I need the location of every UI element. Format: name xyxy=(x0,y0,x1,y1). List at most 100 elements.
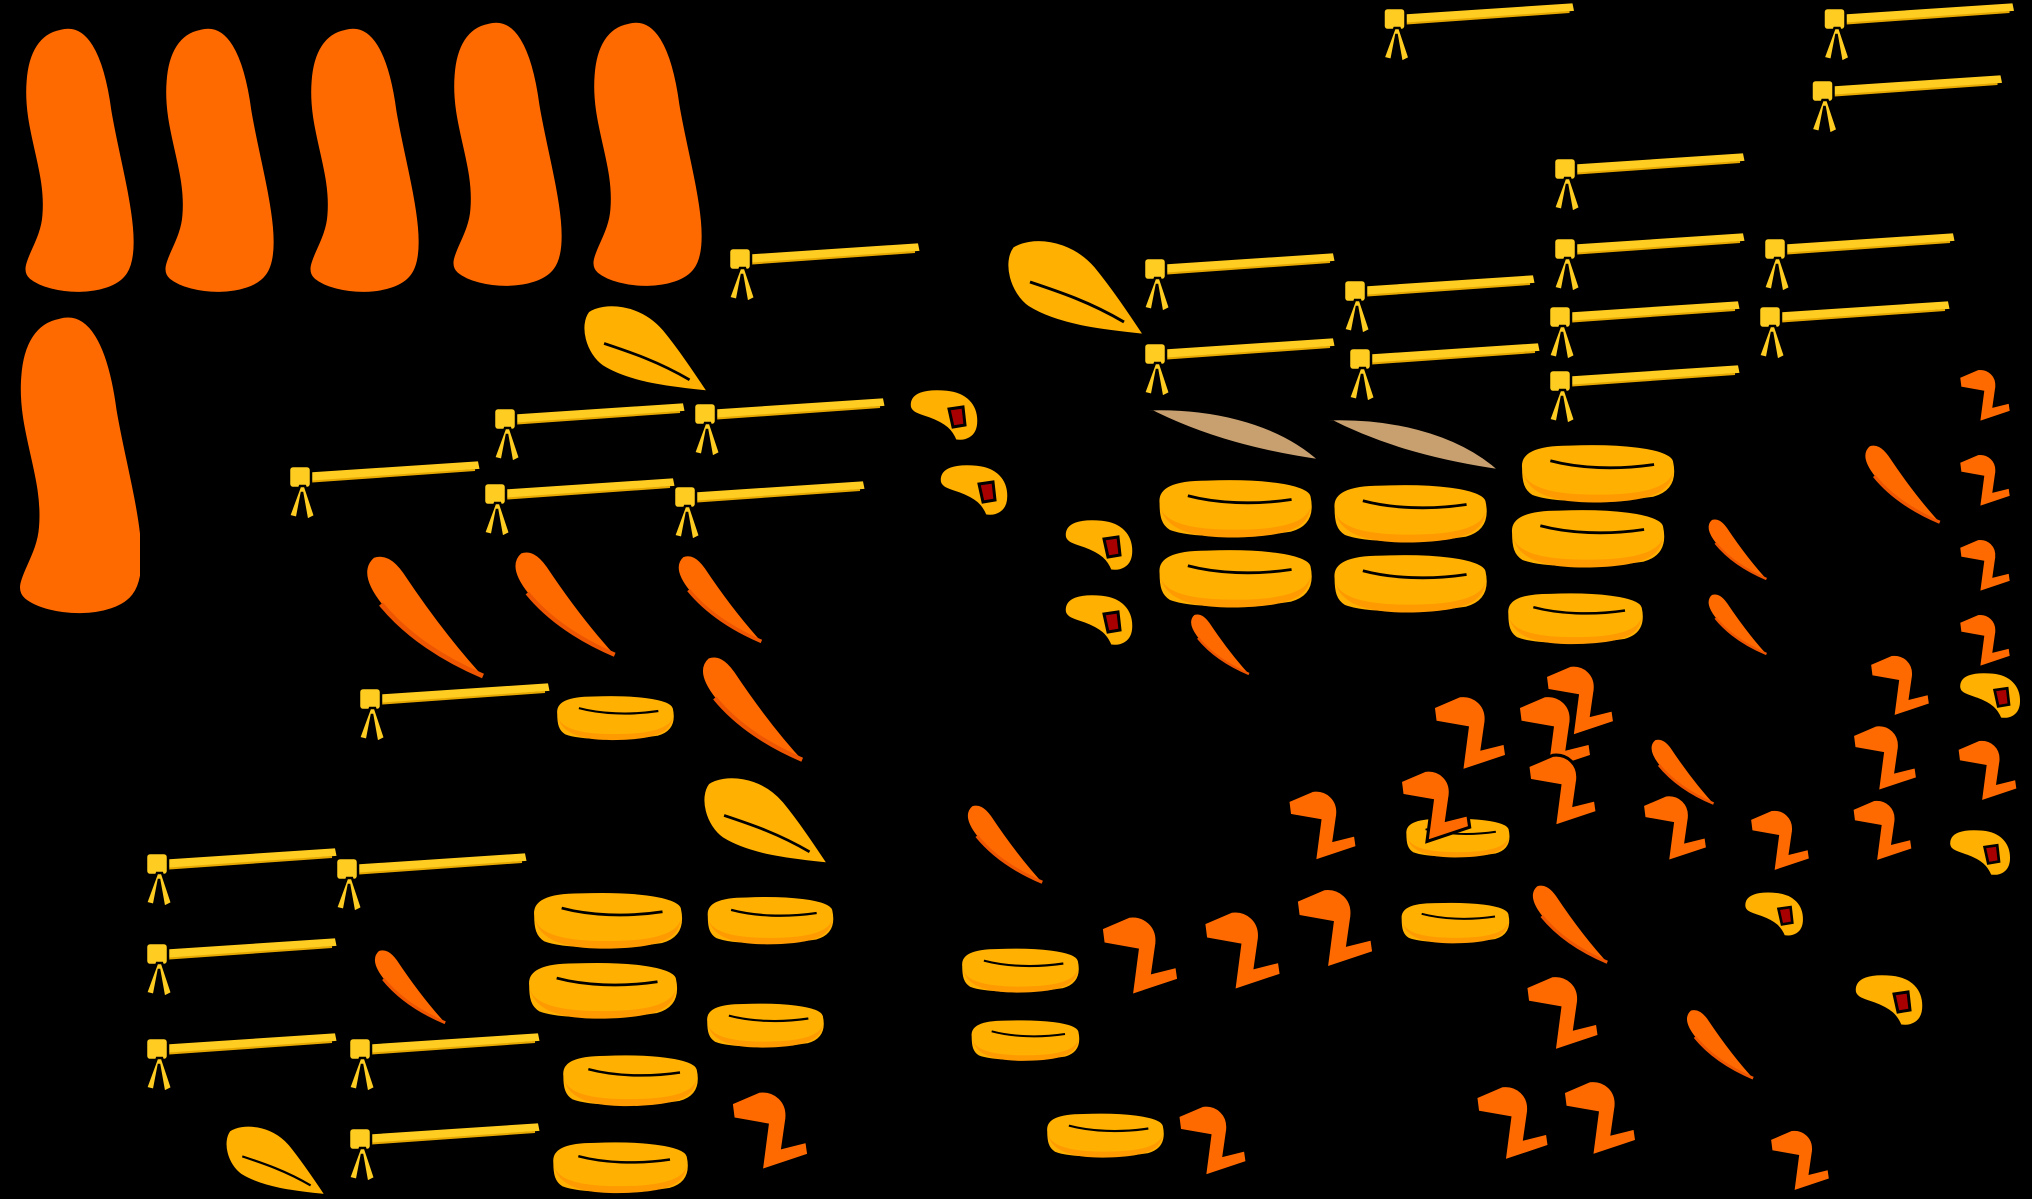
hook-claw-icon xyxy=(1176,1103,1249,1179)
hook-claw-icon xyxy=(1524,973,1601,1053)
beak-tip-icon xyxy=(1956,670,2024,721)
gold-leaf-icon xyxy=(700,774,832,867)
gold-pad-icon xyxy=(706,896,835,945)
rope-tie-icon xyxy=(1142,250,1338,314)
hook-claw-icon xyxy=(1957,537,2013,594)
tan-blade-group xyxy=(1145,407,1503,473)
rope-tie-icon xyxy=(1552,150,1748,214)
gold-leaf-icon xyxy=(580,302,712,395)
hook-claw-icon xyxy=(1957,367,2013,424)
gold-pad-icon xyxy=(706,1002,826,1048)
curved-claw-icon xyxy=(1708,593,1770,656)
tall-feather-icon xyxy=(451,21,563,288)
beak-tip-icon xyxy=(907,386,981,444)
hook-claw-icon xyxy=(1526,753,1599,829)
rope-tie-icon xyxy=(492,400,688,464)
hook-claw-icon xyxy=(1768,1128,1832,1194)
rope-tie-icon xyxy=(347,1030,543,1094)
rope-tie-icon xyxy=(1142,335,1338,399)
hook-claw-icon xyxy=(1748,807,1812,874)
hook-claw-icon xyxy=(1285,788,1360,864)
rope-tie-icon xyxy=(672,478,868,542)
gold-pad-icon xyxy=(525,959,681,1022)
gold-pad-icon xyxy=(1330,551,1491,616)
tan-blade-icon xyxy=(1145,407,1323,463)
rope-tie-icon xyxy=(1547,362,1743,426)
gold-pad-icon xyxy=(968,1017,1083,1064)
curved-claw-icon xyxy=(1862,442,1946,527)
hook-claw-icon xyxy=(729,1088,811,1173)
gold-pad-icon xyxy=(1508,506,1669,571)
rope-tie-icon xyxy=(1552,230,1748,294)
curved-claw-icon xyxy=(967,804,1047,884)
gold-pad-icon xyxy=(562,1054,700,1107)
hook-claw-icon xyxy=(1850,723,1920,794)
gold-leaf-icon xyxy=(223,1123,329,1198)
rope-tie-icon xyxy=(144,845,340,909)
curved-claw-icon xyxy=(1684,1007,1759,1083)
rope-tie-icon xyxy=(1810,72,2005,136)
curved-claw-icon xyxy=(701,656,807,763)
gold-pad-icon xyxy=(1504,589,1647,647)
rope-tie-icon xyxy=(1762,230,1958,294)
beak-tip-icon xyxy=(937,461,1011,519)
curved-claw-icon xyxy=(677,555,765,644)
rope-tie-icon xyxy=(357,680,553,744)
rope-tie-icon xyxy=(727,240,923,304)
tall-feather-icon xyxy=(18,315,144,615)
gold-pad-icon xyxy=(556,695,676,741)
rope-tie-icon xyxy=(1382,0,1577,64)
rope-tie-icon xyxy=(287,458,483,522)
tall-feather-icon xyxy=(591,21,703,288)
curved-claw-icon xyxy=(365,555,489,680)
hook-claw-icon xyxy=(1201,908,1284,993)
curved-claw-icon xyxy=(374,949,449,1025)
curved-claw-icon xyxy=(1650,739,1716,806)
rope-tie-icon xyxy=(1757,298,1953,362)
curved-claw-icon xyxy=(1529,882,1613,967)
beak-tip-icon xyxy=(1946,827,2014,878)
rope-tie-icon xyxy=(347,1120,543,1184)
rope-tie-icon xyxy=(144,1030,340,1094)
gold-pad-icon xyxy=(530,889,686,952)
rope-tie-icon xyxy=(1342,272,1538,336)
curved-claw-icon xyxy=(1190,613,1252,676)
curved-claw-icon xyxy=(1708,518,1770,581)
hook-claw-icon xyxy=(1561,1078,1639,1158)
tan-blade-icon xyxy=(1325,417,1503,473)
gold-pad-icon xyxy=(1400,902,1510,944)
rope-tie-icon xyxy=(1347,340,1543,404)
beak-tip-icon xyxy=(1062,516,1136,574)
gold-pad-icon xyxy=(958,945,1083,996)
rope-tie-icon xyxy=(692,395,888,459)
gold-pad-icon xyxy=(549,1138,692,1196)
tall-feather-icon xyxy=(23,27,135,294)
tall-feather-icon xyxy=(308,27,420,294)
hook-claw-icon xyxy=(1099,913,1181,998)
gold-pad-icon xyxy=(1155,476,1316,541)
hook-claw-icon xyxy=(1474,1083,1551,1163)
tall-feather-icon xyxy=(163,27,275,294)
gold-pad-icon xyxy=(1043,1110,1168,1161)
hook-claw-icon xyxy=(1431,693,1509,774)
hook-claw-icon xyxy=(1640,793,1710,864)
rope-tie-icon xyxy=(144,935,340,999)
beak-tip-icon xyxy=(1852,971,1926,1029)
gold-pad-icon xyxy=(1518,441,1679,506)
gold-leaf-icon xyxy=(1004,237,1148,338)
hook-claw-icon xyxy=(1957,612,2013,669)
rope-tie-icon xyxy=(482,475,678,539)
curved-claw-icon xyxy=(514,551,620,658)
rope-tie-icon xyxy=(1547,298,1743,362)
hook-claw-icon xyxy=(1850,797,1915,864)
hook-claw-icon xyxy=(1957,452,2013,509)
beak-tip-icon xyxy=(1062,591,1136,649)
hook-claw-icon xyxy=(1294,886,1376,971)
rope-tie-icon xyxy=(1822,0,2017,64)
beak-tip-icon xyxy=(1742,889,1806,939)
gold-pad-icon xyxy=(1330,481,1491,546)
hook-claw-icon xyxy=(1955,738,2020,804)
rope-tie-icon xyxy=(334,850,530,914)
gold-pad-icon xyxy=(1155,546,1316,611)
